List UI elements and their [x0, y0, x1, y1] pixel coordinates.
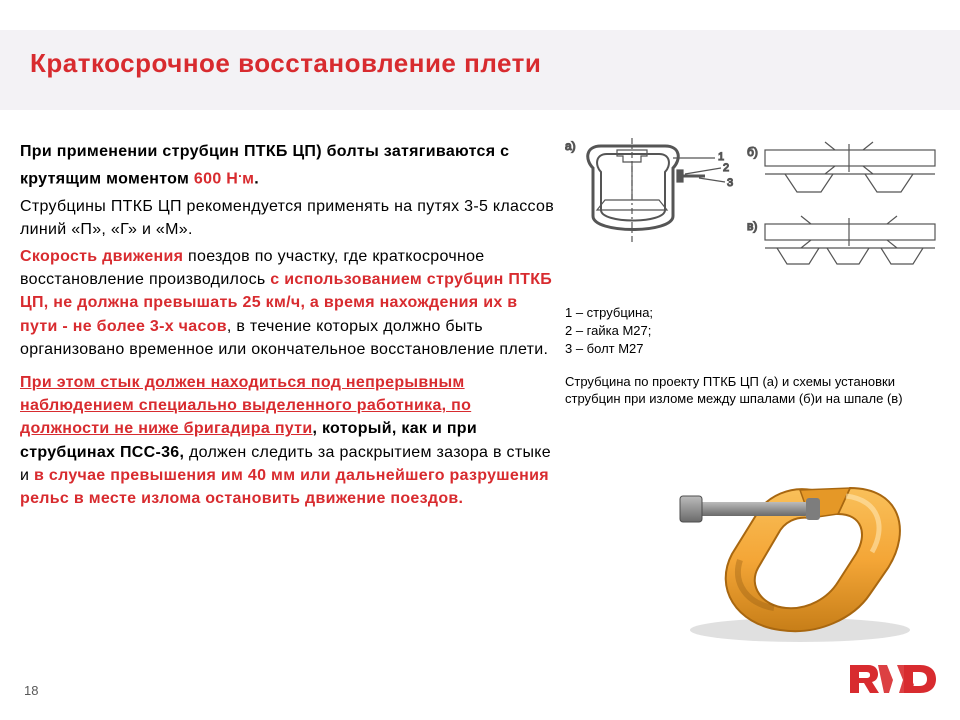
right-column: а) 1: [565, 138, 945, 408]
diagram-caption: Струбцина по проекту ПТКБ ЦП (а) и схемы…: [565, 373, 925, 408]
slide-title: Краткосрочное восстановление плети: [30, 48, 930, 79]
clamp-photo: [640, 460, 940, 650]
diagram-svg: а) 1: [565, 138, 945, 298]
label-b: б): [747, 145, 758, 159]
body-text: При применении струбцин ПТКБ ЦП) болты з…: [20, 140, 555, 514]
legend-item-2: 2 – гайка М27;: [565, 322, 945, 340]
legend-item-1: 1 – струбцина;: [565, 304, 945, 322]
title-band: Краткосрочное восстановление плети: [0, 30, 960, 110]
leader-3: 3: [727, 177, 733, 189]
rzd-logo-svg: [848, 659, 938, 697]
p4-red-tail: в случае превышения им 40 мм или дальней…: [20, 467, 549, 507]
p1-bold-lead: При применении струбцин ПТКБ ЦП) болты з…: [20, 143, 495, 160]
paragraph-2: Струбцины ПТКБ ЦП рекомендуется применят…: [20, 195, 555, 241]
paragraph-3: Скорость движения поездов по участку, гд…: [20, 245, 555, 361]
paragraph-4: При этом стык должен находиться под непр…: [20, 371, 555, 510]
technical-diagram: а) 1: [565, 138, 945, 298]
leader-2: 2: [723, 162, 729, 174]
paragraph-1: При применении струбцин ПТКБ ЦП) болты з…: [20, 140, 555, 191]
p1-red-value: 600 Н: [194, 171, 238, 188]
p3-red-lead: Скорость движения: [20, 248, 183, 265]
clamp-photo-svg: [640, 460, 940, 650]
p1-period: .: [254, 171, 259, 188]
slide: Краткосрочное восстановление плети При п…: [0, 0, 960, 720]
rzd-logo: [848, 659, 938, 702]
legend-item-3: 3 – болт М27: [565, 340, 945, 358]
diagram-legend: 1 – струбцина; 2 – гайка М27; 3 – болт М…: [565, 304, 945, 359]
label-v: в): [747, 219, 757, 233]
label-a: а): [565, 139, 576, 153]
page-number: 18: [24, 683, 38, 698]
p1-red-unit: м: [242, 171, 254, 188]
